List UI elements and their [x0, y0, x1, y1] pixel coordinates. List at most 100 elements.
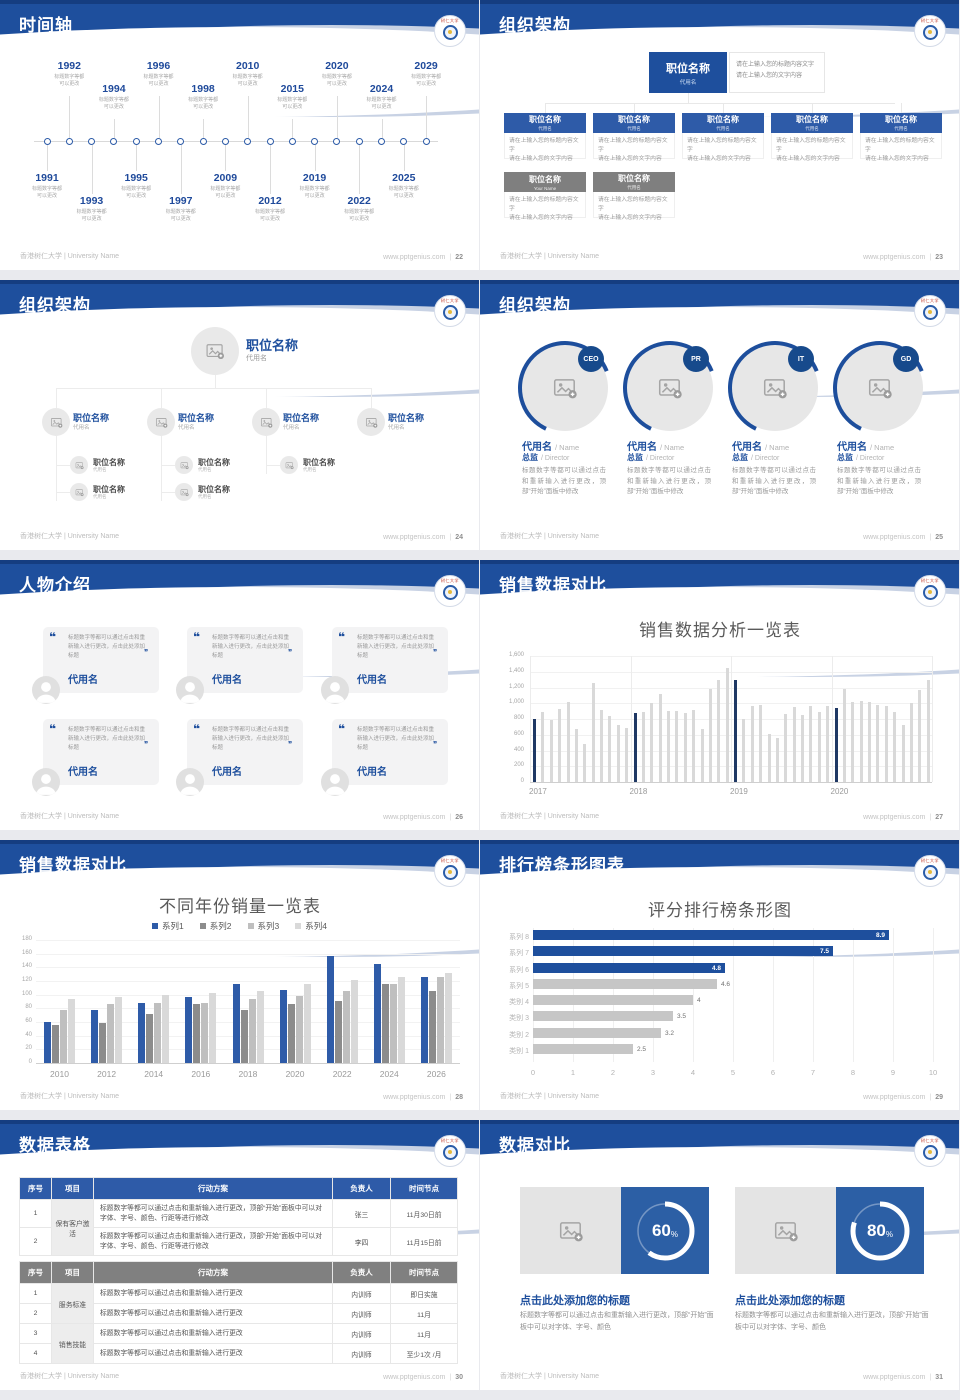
profile-name-en: / Name [555, 443, 580, 452]
bar [248, 998, 256, 1063]
timeline-entry: 1994 标题数字等都 可以更改 [90, 83, 138, 117]
timeline-desc: 可以更改 [215, 193, 236, 199]
bar [436, 976, 444, 1063]
org-node-subtitle: Your Name [533, 185, 557, 191]
compare-title: 点击此处添加您的标题 [520, 1295, 630, 1307]
chart-y-tick: 1,200 [508, 683, 524, 690]
image-placeholder-icon [75, 488, 84, 496]
bar [68, 999, 76, 1063]
bar [708, 688, 712, 782]
bar [533, 1043, 633, 1054]
profile-body: 标题数字等都可以通过点击和重新输入进行更改，顶部“开始”面板中修改 [732, 467, 816, 495]
timeline-point [311, 137, 319, 145]
university-logo-icon: 树仁大学 [914, 1135, 946, 1167]
org-root-title: 职位名称 [666, 62, 710, 75]
bar [146, 1013, 154, 1063]
avatar [176, 676, 204, 704]
org-node-subtitle: 代用名 [627, 126, 641, 131]
quote-close-icon: ❞ [433, 648, 438, 657]
progress-ring-icon [635, 1201, 695, 1260]
bar [851, 702, 855, 782]
timeline-stem [381, 119, 383, 138]
timeline-point [422, 137, 430, 145]
timeline-stem [403, 145, 405, 171]
footer-site: www.pptgenius.com | 31 [863, 1374, 943, 1381]
timeline-desc: 标题数字等都 [366, 97, 397, 103]
chart-x-tick: 2020 [830, 787, 849, 796]
person-avatar-icon [36, 682, 56, 703]
bar [633, 713, 637, 782]
tree-connector [266, 436, 267, 474]
table-row: 1 保有客户激活 标题数字等都可以通过点击和重新输入进行更改，顶部“开始”面板中可以… [19, 1199, 458, 1256]
profile-body: 标题数字等都可以通过点击和重新输入进行更改，顶部“开始”面板中修改 [837, 467, 921, 495]
org-note-line: 请在上输入您的标题内容文字 [736, 62, 815, 68]
org-node-body-line: 请在上输入您的文字内容 [598, 156, 662, 162]
profile-name: 代用名 [522, 442, 552, 453]
bar [859, 700, 863, 782]
bar [675, 711, 679, 782]
footer-site: www.pptgenius.com | 26 [383, 814, 463, 821]
avatar [321, 768, 349, 796]
table-cell-no: 1 [19, 1199, 52, 1228]
university-logo-icon: 树仁大学 [434, 15, 466, 47]
quote-open-icon: ❝ [193, 630, 201, 644]
table-cell-plan: 标题数字等都可以通过点击和重新输入进行更改 [93, 1283, 333, 1304]
table-header-cell: 行动方案 [93, 1177, 333, 1200]
chart-x-tick: 0 [530, 1068, 536, 1077]
table-cell-time: 11月 [390, 1323, 458, 1344]
chart-y-tick: 140 [21, 963, 32, 970]
org-node-subtitle: 代用名 [805, 126, 819, 131]
chart-y-tick: 120 [21, 977, 32, 983]
chart-x-tick: 4 [690, 1068, 696, 1077]
timeline-axis [34, 141, 438, 142]
chart-y-tick: 80 [25, 1004, 32, 1011]
slide-content: 1991 标题数字等都 可以更改 1992 标题数字等都 可以更改 1993 标题数字等都 可以… [0, 0, 479, 270]
chart-gridline-v [893, 928, 894, 1062]
chart-y-tick: 600 [513, 730, 524, 737]
quote-card [332, 627, 448, 693]
chart-x-tick: 3 [650, 1068, 656, 1077]
org-node-title: 职位名称 [178, 413, 215, 423]
quote-open-icon: ❝ [49, 630, 57, 644]
timeline-entry: 2024 标题数字等都 可以更改 [358, 83, 406, 117]
timeline-entry: 2025 标题数字等都 可以更改 [380, 172, 428, 206]
timeline-desc: 可以更改 [304, 193, 325, 199]
bar [342, 991, 350, 1063]
slide-content: ❝ 标题数字等都可以通过点击和重新输入进行更改，点击此处添加标题 ❞ 代用名 ❝ 标题数字… [0, 560, 479, 830]
percent-sign: % [885, 1229, 894, 1239]
chart-gridline-v [733, 928, 734, 1062]
chart-y-tick: 60 [25, 1018, 32, 1024]
chart-x-tick: 10 [928, 1068, 938, 1077]
bar [444, 973, 452, 1063]
profile-role-line: 总监 / Director [522, 452, 614, 462]
timeline-desc: 标题数字等都 [388, 186, 419, 192]
footer-site: www.pptgenius.com | 28 [383, 1094, 463, 1101]
table-header-cell: 负责人 [332, 1177, 391, 1200]
page-number: 29 [935, 1094, 943, 1101]
org-node-subtitle: 代用名 [388, 425, 405, 431]
table-cell-plan: 标题数字等都可以通过点击和重新输入进行更改 [93, 1303, 333, 1324]
profile-name: 代用名 [837, 442, 867, 453]
bar [138, 1002, 146, 1063]
org-subnode-subtitle: 代用名 [198, 467, 212, 472]
table-header-cell: 时间节点 [390, 1261, 458, 1284]
table-header-cell: 行动方案 [93, 1261, 333, 1284]
bar-value-label: 4.6 [721, 980, 731, 988]
org-node-body-line: 请在上输入您的标题内容文字 [776, 138, 846, 153]
image-placeholder-icon [774, 1221, 798, 1241]
chart-gridline-v [932, 656, 933, 782]
bar [350, 980, 358, 1063]
org-node-box: 职位名称 代用名 [771, 113, 853, 133]
bar [549, 720, 553, 782]
timeline-entry: 2015 标题数字等都 可以更改 [268, 83, 316, 117]
org-root-box: 职位名称 代用名 [649, 52, 727, 93]
bar [926, 679, 930, 782]
tree-connector [161, 436, 162, 501]
quote-text: 标题数字等都可以通过点击和重新输入进行更改，点击此处添加标题 [212, 727, 290, 751]
timeline-desc: 可以更改 [393, 193, 414, 199]
bar [256, 990, 264, 1063]
timeline-stem [113, 119, 115, 138]
tree-connector [161, 388, 162, 408]
org-node-subtitle: 代用名 [538, 126, 552, 131]
chart-y-tick: 0 [520, 778, 524, 784]
